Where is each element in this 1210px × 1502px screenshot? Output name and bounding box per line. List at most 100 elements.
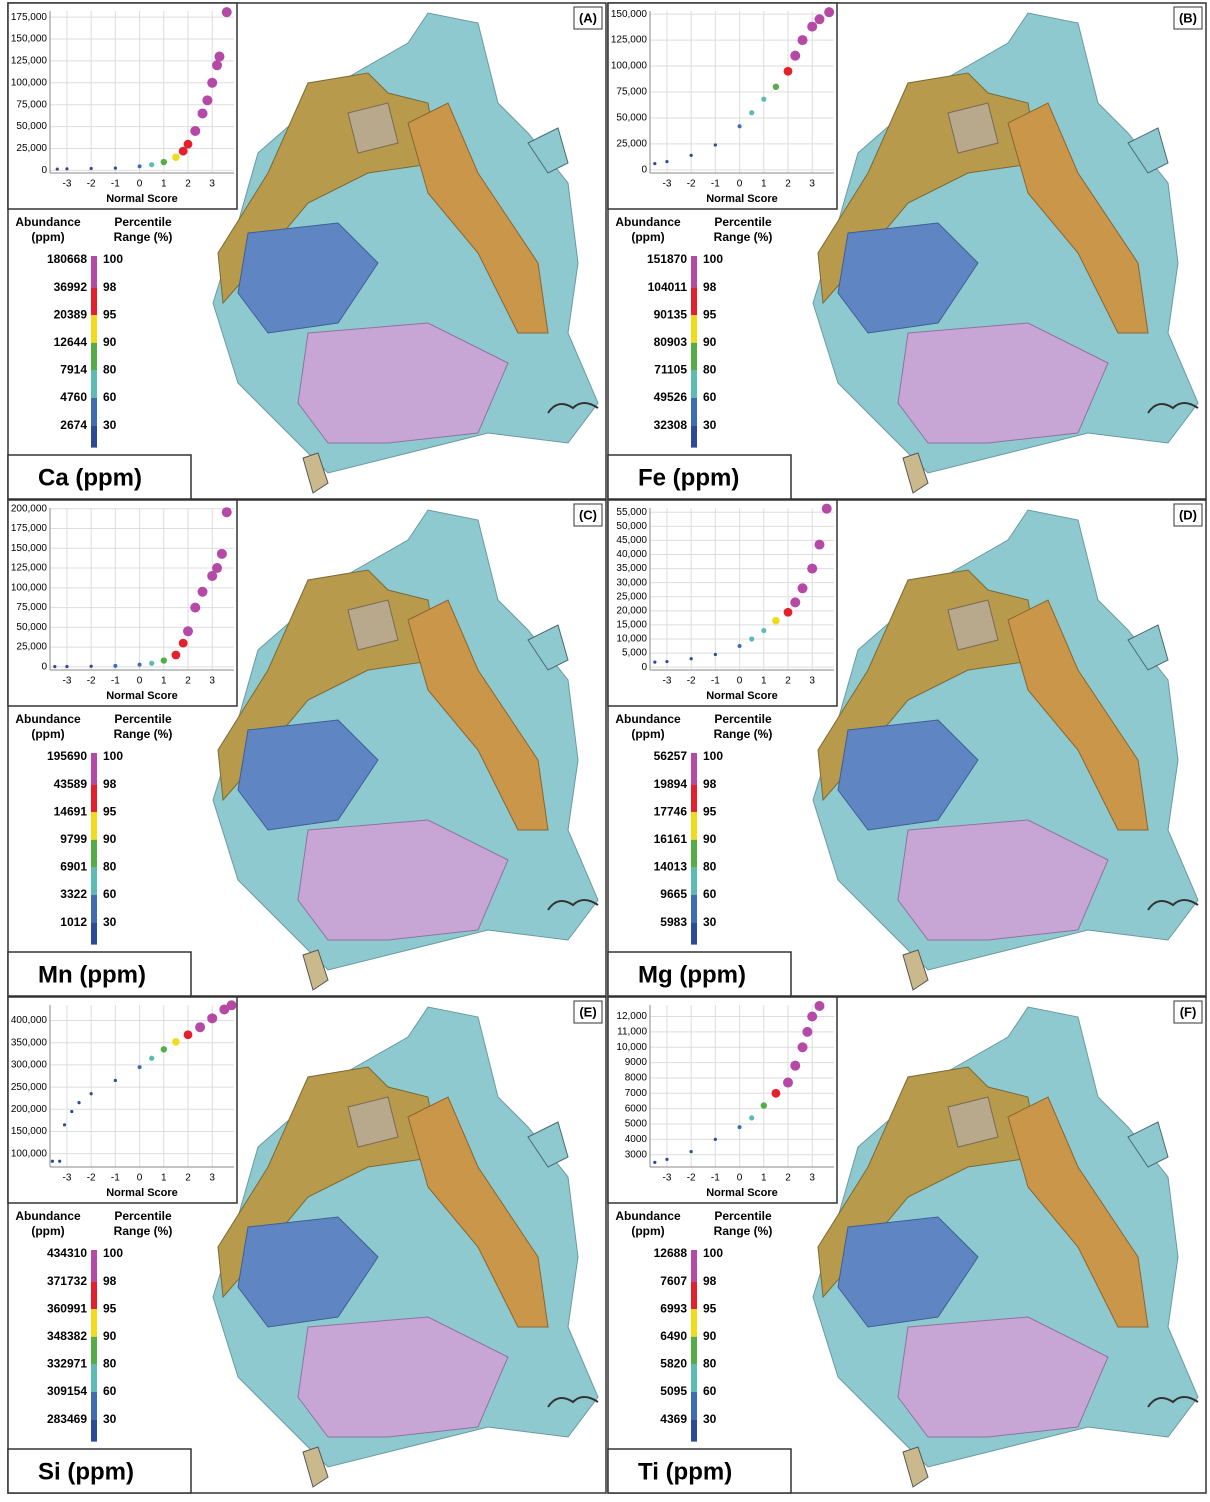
- percentile-label: 95: [103, 804, 117, 818]
- legend-header: (ppm): [31, 1224, 64, 1238]
- abundance-label: 151870: [647, 252, 687, 266]
- qq-point: [665, 1158, 668, 1161]
- panel-label: (E): [579, 1004, 596, 1019]
- percentile-label: 60: [703, 1384, 717, 1398]
- x-tick-label: 1: [761, 676, 767, 687]
- qq-point: [738, 1125, 742, 1129]
- legend-header: Range (%): [114, 230, 173, 244]
- abundance-label: 12644: [54, 335, 88, 349]
- color-bar-segment: [691, 343, 697, 371]
- color-bar-segment: [91, 343, 97, 371]
- percentile-label: 80: [703, 363, 717, 377]
- qq-point: [149, 1056, 154, 1061]
- x-tick-label: -3: [62, 179, 71, 190]
- color-bar-segment: [691, 895, 697, 923]
- abundance-label: 14691: [54, 804, 88, 818]
- abundance-label: 5820: [660, 1357, 687, 1371]
- x-tick-label: 0: [137, 676, 143, 687]
- abundance-label: 7914: [60, 363, 87, 377]
- y-tick-label: 100,000: [11, 582, 48, 593]
- qq-point: [138, 164, 142, 168]
- qq-point: [212, 60, 222, 70]
- percentile-label: 100: [703, 1246, 723, 1260]
- percentile-label: 80: [103, 363, 117, 377]
- qq-point: [172, 153, 180, 161]
- qq-point: [714, 653, 717, 656]
- legend-header: Abundance: [615, 215, 681, 229]
- x-tick-label: 3: [209, 1173, 215, 1184]
- percentile-label: 98: [703, 777, 717, 791]
- x-tick-label: 0: [137, 179, 143, 190]
- qq-point: [227, 1000, 237, 1010]
- percentile-label: 80: [103, 860, 117, 874]
- panel-label: (C): [579, 507, 597, 522]
- percentile-label: 98: [703, 280, 717, 294]
- page: (A)025,00050,00075,000100,000125,000150,…: [0, 0, 1210, 1502]
- y-tick-label: 10,000: [616, 634, 647, 645]
- abundance-label: 32308: [654, 418, 688, 432]
- percentile-label: 80: [703, 1357, 717, 1371]
- qq-point: [798, 35, 808, 45]
- percentile-label: 90: [703, 832, 717, 846]
- abundance-label: 43589: [54, 777, 88, 791]
- x-tick-label: -1: [111, 1173, 120, 1184]
- x-tick-label: -2: [87, 179, 96, 190]
- x-tick-label: 1: [161, 1173, 167, 1184]
- legend-header: Abundance: [15, 215, 81, 229]
- panel: (D)05,00010,00015,00020,00025,00030,0003…: [608, 500, 1206, 996]
- percentile-label: 60: [103, 390, 117, 404]
- qq-point: [822, 504, 832, 514]
- qq-point: [665, 660, 668, 663]
- qq-point: [814, 14, 824, 24]
- abundance-label: 2674: [60, 418, 87, 432]
- color-bar-segment: [91, 1364, 97, 1392]
- color-bar-segment: [91, 895, 97, 923]
- y-tick-label: 55,000: [616, 507, 647, 518]
- panel-title: Si (ppm): [38, 1458, 134, 1485]
- color-bar-segment: [691, 1392, 697, 1420]
- percentile-label: 95: [703, 307, 717, 321]
- qq-point: [814, 1001, 824, 1011]
- y-tick-label: 20,000: [616, 605, 647, 616]
- y-tick-label: 25,000: [616, 139, 647, 150]
- color-bar-segment: [691, 1420, 697, 1442]
- percentile-label: 30: [703, 1412, 717, 1426]
- x-tick-label: 1: [161, 179, 167, 190]
- x-tick-label: 2: [185, 179, 191, 190]
- abundance-label: 19894: [654, 777, 688, 791]
- percentile-label: 60: [703, 390, 717, 404]
- x-tick-label: 3: [809, 1173, 815, 1184]
- x-tick-label: 1: [161, 676, 167, 687]
- x-tick-label: -2: [687, 1173, 696, 1184]
- qq-point: [77, 1101, 80, 1104]
- color-bar-segment: [691, 315, 697, 343]
- qq-point: [749, 636, 754, 641]
- y-tick-label: 5,000: [622, 648, 647, 659]
- legend-header: Percentile: [114, 1209, 172, 1223]
- y-tick-label: 0: [641, 165, 647, 176]
- percentile-label: 100: [703, 252, 723, 266]
- color-bar-segment: [691, 1309, 697, 1337]
- qq-point: [690, 154, 693, 157]
- legend-header: Abundance: [15, 1209, 81, 1223]
- y-tick-label: 350,000: [11, 1037, 48, 1048]
- abundance-label: 5983: [660, 915, 687, 929]
- x-axis-label: Normal Score: [106, 193, 178, 205]
- qq-point: [653, 1161, 656, 1164]
- percentile-label: 60: [703, 887, 717, 901]
- abundance-label: 3322: [60, 887, 87, 901]
- qq-point: [714, 143, 717, 146]
- abundance-label: 360991: [47, 1301, 87, 1315]
- qq-point: [807, 564, 817, 574]
- y-tick-label: 40,000: [616, 549, 647, 560]
- y-tick-label: 200,000: [11, 503, 48, 514]
- abundance-label: 6993: [660, 1301, 687, 1315]
- x-tick-label: 0: [737, 1173, 743, 1184]
- color-bar-segment: [691, 812, 697, 840]
- color-bar-segment: [91, 923, 97, 945]
- color-bar-segment: [691, 288, 697, 316]
- y-tick-label: 100,000: [11, 1148, 48, 1159]
- color-bar-segment: [91, 370, 97, 398]
- abundance-label: 9799: [60, 832, 87, 846]
- legend-header: Range (%): [114, 727, 173, 741]
